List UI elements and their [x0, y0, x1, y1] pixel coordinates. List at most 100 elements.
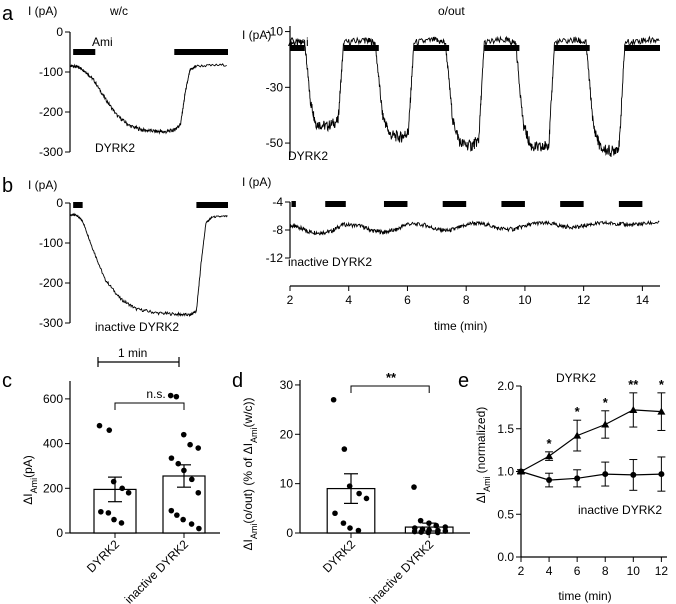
c-sig: n.s.: [146, 387, 165, 401]
y-tick-label: 20: [280, 427, 294, 441]
series-line: [520, 409, 662, 473]
panel-e-plot: 0.00.51.01.52.02 4 6 8 10 12***** *: [497, 377, 668, 578]
data-point: [330, 396, 337, 403]
category-label: inactive DYRK2: [122, 537, 192, 604]
data-point: [411, 528, 418, 535]
a-wc-header: w/c: [109, 4, 128, 18]
data-point: [118, 520, 125, 526]
category-label: DYRK2: [320, 537, 358, 575]
amiloride-bar: [413, 45, 450, 51]
y-tick-label: 1.5: [497, 422, 514, 436]
data-point: [175, 460, 182, 467]
y-tick-label: 2.0: [497, 379, 514, 393]
y-tick-label: -4: [272, 195, 283, 209]
current-trace: [289, 219, 660, 236]
x-tick-label: 10: [518, 293, 532, 307]
data-point: [180, 431, 187, 438]
marker-circle: [630, 471, 637, 478]
data-point: [181, 467, 187, 474]
y-tick-label: 400: [43, 437, 63, 451]
x-tick-label: 2: [287, 293, 294, 307]
y-tick-label: -300: [39, 316, 63, 330]
amiloride-bar: [325, 201, 346, 207]
amiloride-bar: [73, 202, 83, 208]
y-tick-label: -10: [266, 25, 284, 39]
data-point: [106, 427, 113, 433]
data-point: [341, 446, 348, 452]
current-trace: [289, 35, 660, 158]
scale-bar-label: 1 min: [118, 346, 147, 360]
data-point: [426, 520, 432, 526]
y-tick-label: 0.0: [497, 550, 514, 564]
data-point: [418, 529, 424, 535]
data-point: [174, 512, 180, 518]
a-oo-ylabel: I (pA): [242, 28, 271, 42]
y-tick-label: -200: [39, 276, 63, 290]
e-ylabel: ΔIAmi(normalized): [474, 407, 492, 504]
current-trace: [69, 212, 228, 318]
y-tick-label: 600: [43, 392, 63, 406]
data-point: [340, 520, 347, 526]
amiloride-bar: [624, 45, 660, 51]
b-oo-ylabel: I (pA): [242, 175, 271, 189]
a-oo-cell-label: DYRK2: [288, 149, 328, 163]
a-oo-header: o/out: [438, 4, 465, 18]
marker-circle: [574, 475, 581, 482]
data-point: [168, 455, 175, 461]
data-point: [355, 527, 362, 534]
amiloride-bar: [174, 49, 228, 55]
data-point: [180, 516, 186, 523]
x-tick-label: 12: [577, 293, 591, 307]
data-point: [195, 445, 202, 451]
y-tick-label: 0: [56, 526, 63, 540]
panel-a-wc-plot: 0 -100 -200 -300: [39, 25, 228, 159]
marker-triangle: [545, 452, 554, 460]
y-tick-label: -200: [39, 105, 63, 119]
c-ylabel: ΔIAmi(pA): [21, 455, 39, 505]
data-point: [346, 483, 353, 489]
y-tick-label: 0: [56, 196, 63, 210]
x-tick-label: 4: [546, 564, 553, 578]
amiloride-bar: [290, 45, 305, 51]
x-tick-label: 6: [574, 564, 581, 578]
x-tick-label: 10: [627, 564, 641, 578]
y-tick-label: -100: [39, 236, 63, 250]
x-tick-label: 8: [463, 293, 470, 307]
data-point: [332, 510, 338, 517]
current-trace: [69, 63, 227, 135]
amiloride-bar: [343, 45, 379, 51]
significance-mark: *: [603, 395, 609, 410]
marker-triangle: [573, 431, 582, 439]
d-sig: **: [386, 370, 397, 385]
b-wc-cell-label: inactive DYRK2: [95, 320, 179, 334]
y-tick-label: -100: [39, 65, 63, 79]
data-point: [196, 525, 202, 532]
panel-letter-e: e: [458, 370, 469, 392]
amiloride-bar: [442, 201, 467, 207]
y-tick-label: 0: [56, 25, 63, 39]
data-point: [434, 529, 441, 536]
marker-circle: [518, 468, 524, 475]
y-tick-label: 10: [280, 477, 294, 491]
x-tick-label: 12: [655, 564, 669, 578]
data-point: [96, 422, 103, 429]
a-wc-cell-label: DYRK2: [95, 141, 135, 155]
data-point: [347, 525, 353, 531]
data-point: [125, 489, 132, 496]
d-ylabel: ΔIAmi(o/out) (% of ΔIAmi(w/c)): [241, 397, 259, 550]
data-point: [363, 495, 370, 502]
y-tick-label: 0: [286, 526, 293, 540]
x-tick-label: 14: [636, 293, 650, 307]
x-tick-label: 2: [518, 564, 525, 578]
data-point: [173, 393, 180, 400]
panel-b-wc-plot: 0 -100 -200 -300: [39, 196, 228, 367]
y-tick-label: -12: [266, 251, 284, 265]
marker-triangle: [657, 407, 666, 415]
data-point: [442, 524, 449, 530]
data-point: [356, 490, 362, 497]
x-tick-label: 4: [345, 293, 352, 307]
b-oo-xlabel: time (min): [434, 319, 487, 333]
significance-mark: *: [575, 404, 581, 419]
significance-bracket: [114, 402, 185, 410]
y-tick-label: -300: [39, 145, 63, 159]
